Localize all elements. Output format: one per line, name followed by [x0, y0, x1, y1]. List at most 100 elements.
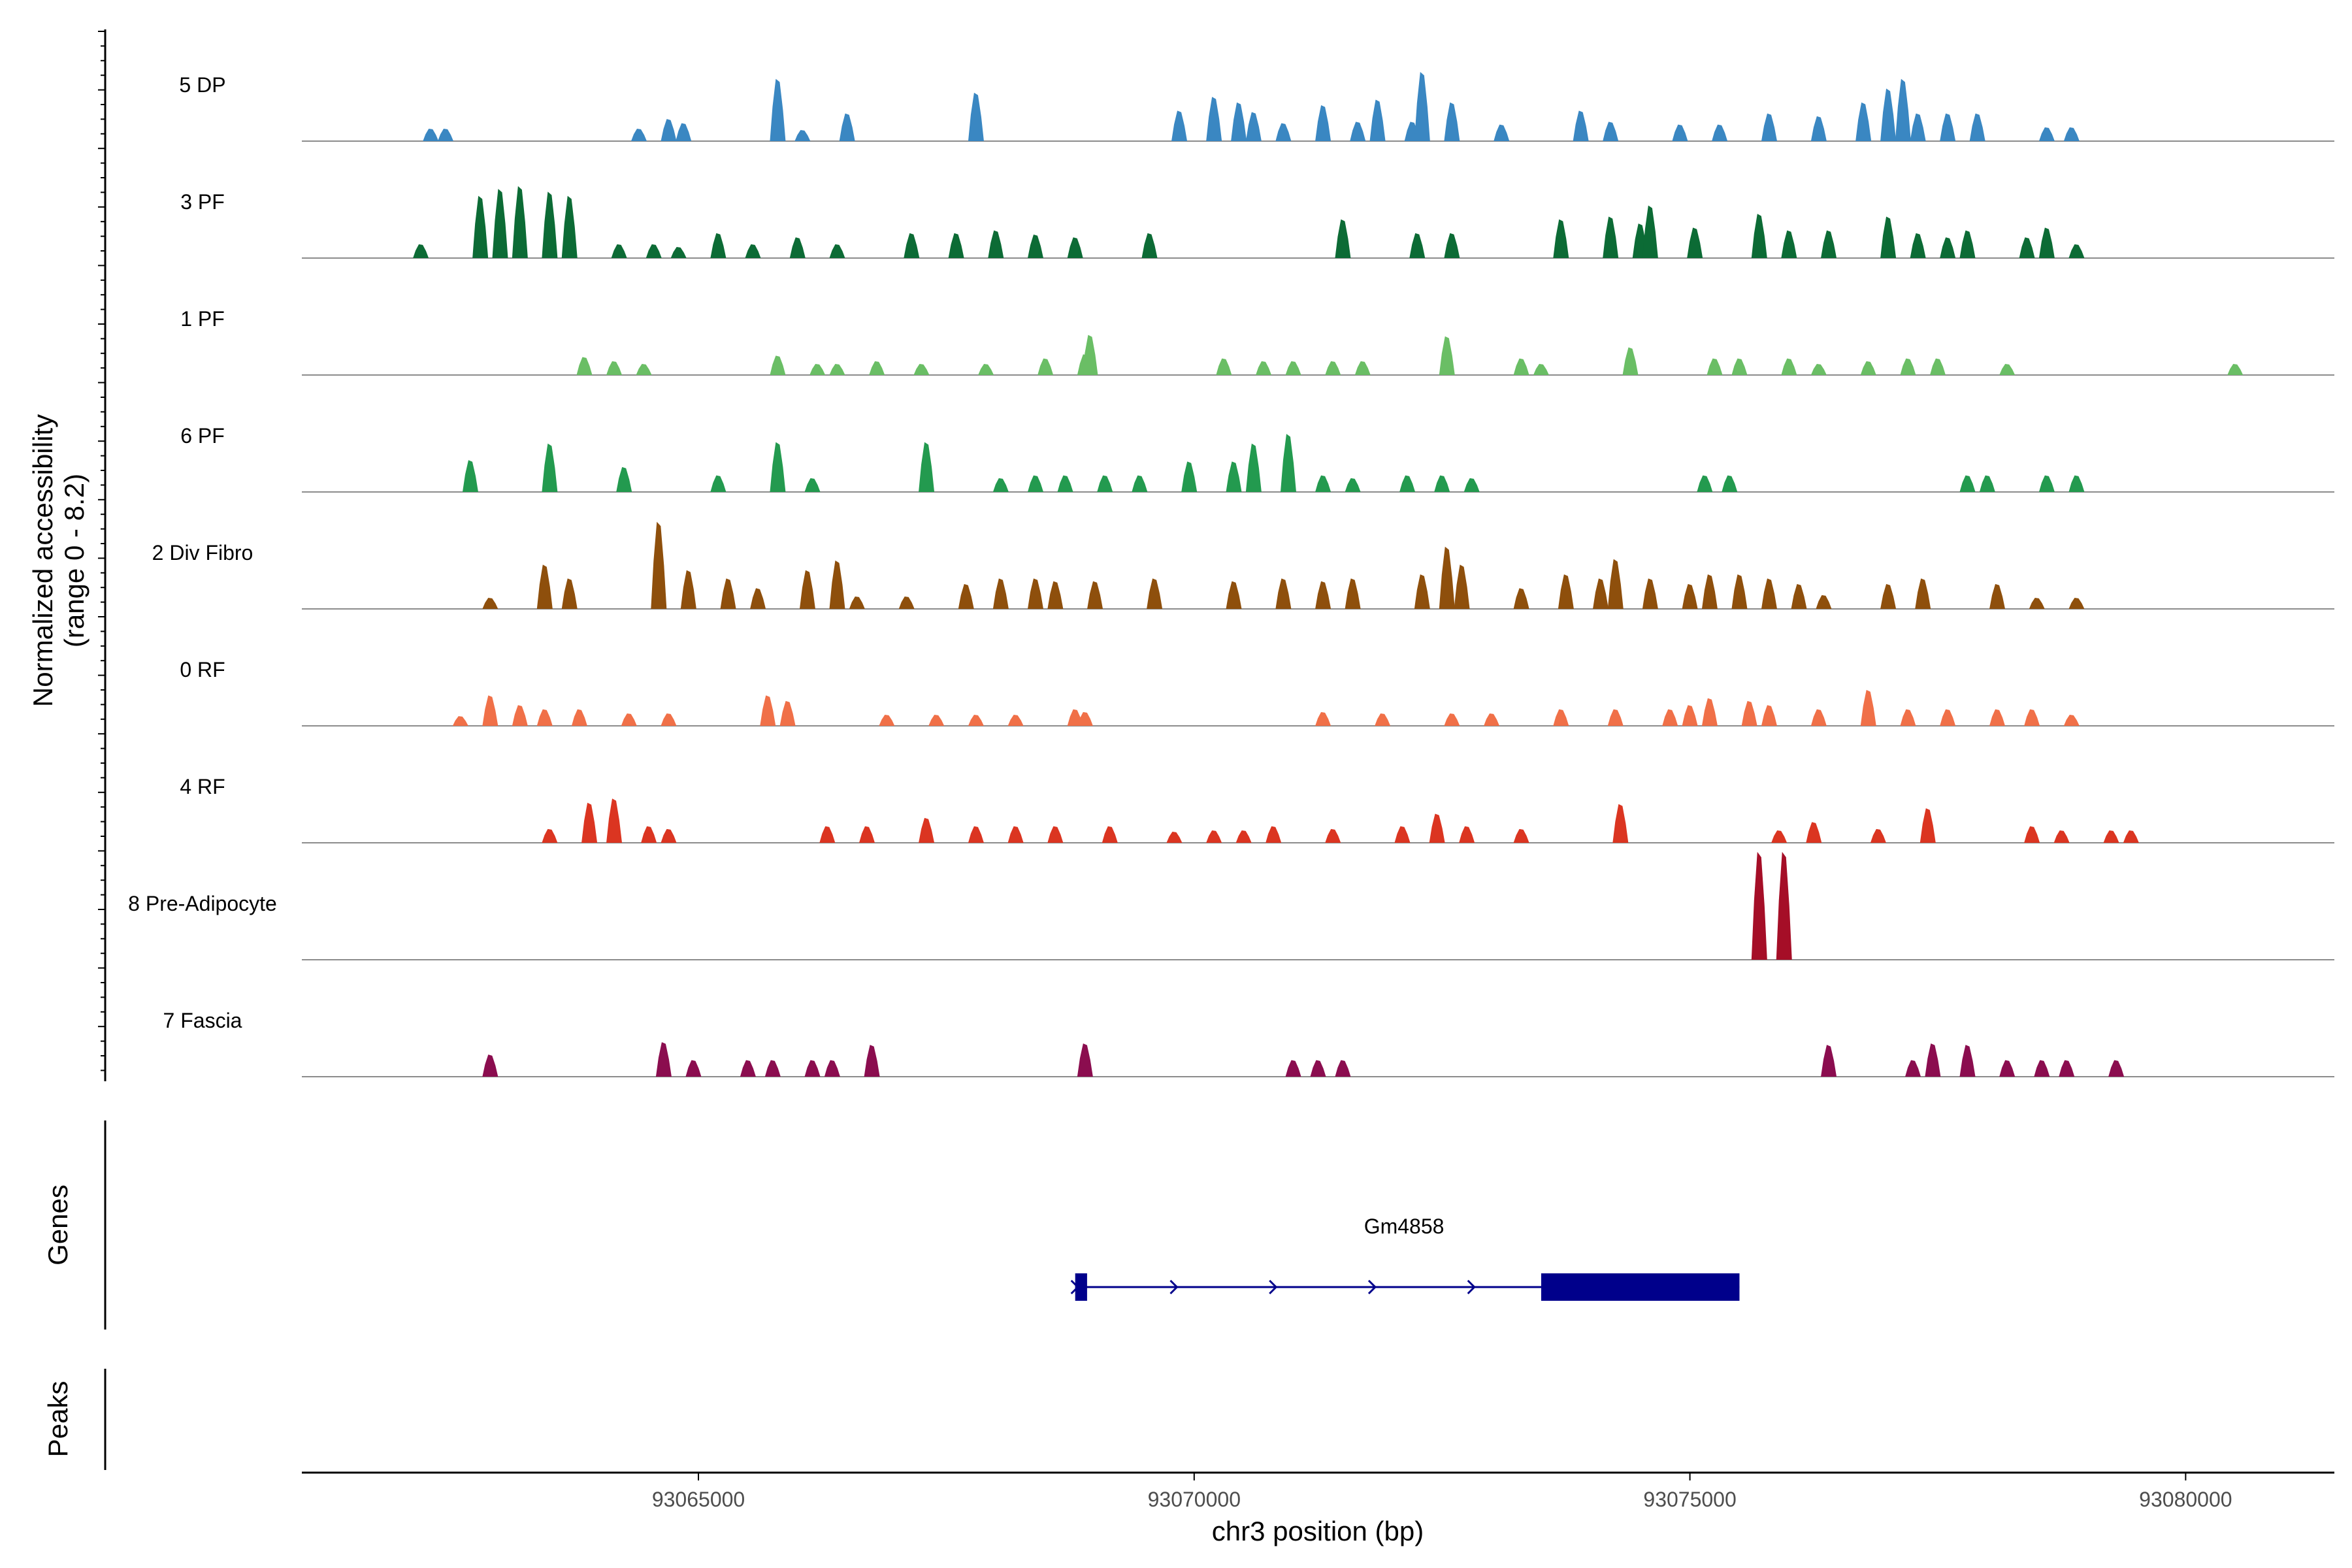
coverage-peak [492, 189, 508, 258]
coverage-peak [462, 460, 478, 492]
coverage-peak [1350, 122, 1366, 141]
coverage-peak [1697, 475, 1713, 492]
track-label: 1 PF [180, 307, 225, 331]
coverage-peak [1166, 832, 1183, 843]
coverage-peak [988, 230, 1004, 258]
coverage-peak [1722, 475, 1738, 492]
coverage-peak [1345, 478, 1361, 492]
coverage-peak [770, 442, 786, 492]
coverage-peak [655, 1042, 672, 1077]
coverage-peak [1513, 828, 1529, 843]
coverage-peak [1335, 1060, 1351, 1077]
coverage-peak [1369, 99, 1386, 141]
coverage-peak [1097, 475, 1113, 492]
coverage-peak [859, 826, 875, 843]
coverage-peak [824, 1060, 840, 1077]
track-7 [302, 851, 2334, 960]
coverage-peak [750, 588, 766, 609]
coverage-peak [1463, 478, 1480, 492]
coverage-peak [676, 123, 692, 141]
coverage-peak [661, 119, 677, 141]
coverage-peak [1345, 578, 1361, 609]
coverage-peak [1087, 581, 1103, 609]
coverage-peak [710, 233, 727, 258]
coverage-peak [1989, 709, 2006, 726]
coverage-peak [1409, 233, 1426, 258]
track-label: 3 PF [180, 190, 225, 214]
coverage-peak [1707, 358, 1723, 375]
coverage-peak [992, 578, 1009, 609]
strand-arrow-icon [1269, 1279, 1278, 1295]
coverage-peak [1553, 219, 1569, 258]
strand-arrow-icon [1169, 1279, 1179, 1295]
gene-model: Gm4858 [1070, 1215, 1740, 1301]
coverage-peak [2103, 830, 2119, 843]
coverage-peak [661, 828, 677, 843]
coverage-peak [1682, 583, 1698, 609]
coverage-peak [898, 596, 915, 609]
coverage-peak [542, 443, 558, 492]
coverage-peak [919, 442, 935, 492]
strand-arrow-icon [1367, 1279, 1377, 1295]
coverage-peak [661, 713, 677, 726]
coverage-peak [1354, 361, 1371, 375]
coverage-peak [1910, 113, 1926, 141]
coverage-peak [1999, 364, 2016, 375]
coverage-peak [1444, 233, 1460, 258]
coverage-peak [413, 244, 429, 258]
coverage-peak [1325, 828, 1341, 843]
coverage-peak [2053, 830, 2070, 843]
coverage-peak [2024, 826, 2040, 843]
coverage-peak [1434, 475, 1450, 492]
coverage-peak [1414, 72, 1430, 141]
gene-exon [1541, 1273, 1740, 1301]
coverage-peak [1900, 709, 1916, 726]
coverage-peak [1047, 826, 1064, 843]
coverage-peak [1731, 574, 1748, 609]
track-label: 6 PF [180, 424, 225, 448]
coverage-peak [1171, 110, 1188, 141]
y-axis-label-line1: Normalized accessibility [27, 414, 58, 707]
coverage-peak [720, 578, 736, 609]
coverage-peak [2059, 1060, 2075, 1077]
coverage-peak [1880, 88, 1897, 141]
coverage-peak [1761, 113, 1777, 141]
coverage-peak [1206, 97, 1222, 141]
coverage-peak [641, 826, 657, 843]
coverage-peak [1821, 230, 1837, 258]
coverage-peak [1484, 713, 1500, 726]
coverage-peak [1444, 713, 1460, 726]
coverage-peak [2024, 709, 2040, 726]
coverage-peak [1915, 578, 1931, 609]
coverage-peak [1007, 826, 1024, 843]
coverage-peak [1513, 358, 1529, 375]
coverage-peak [1642, 578, 1658, 609]
coverage-peak [919, 817, 935, 843]
coverage-peak [1216, 358, 1232, 375]
x-tick-label: 93065000 [652, 1488, 745, 1511]
coverage-peak [1027, 235, 1043, 258]
coverage-peak [1439, 546, 1455, 609]
coverage-peak [1513, 588, 1529, 609]
coverage-tracks [302, 72, 2334, 1077]
coverage-peak [770, 78, 786, 141]
coverage-peak [571, 709, 587, 726]
x-tick-label: 93070000 [1148, 1488, 1241, 1511]
coverage-peak [606, 798, 623, 843]
coverage-peak [2038, 475, 2055, 492]
track-4 [302, 521, 2334, 610]
coverage-peak [1335, 219, 1351, 258]
track-label: 7 Fascia [163, 1009, 242, 1032]
coverage-peak [2108, 1060, 2125, 1077]
coverage-peak [438, 128, 454, 141]
coverage-peak [1959, 1045, 1976, 1077]
coverage-peak [651, 521, 667, 609]
coverage-peak [576, 357, 593, 375]
coverage-peak [1751, 851, 1767, 960]
coverage-peak [829, 364, 845, 375]
coverage-peak [1454, 564, 1470, 609]
coverage-peak [1414, 574, 1430, 609]
coverage-peak [1622, 347, 1639, 375]
peaks-panel-label: Peaks [42, 1381, 73, 1458]
coverage-peak [1315, 711, 1331, 726]
